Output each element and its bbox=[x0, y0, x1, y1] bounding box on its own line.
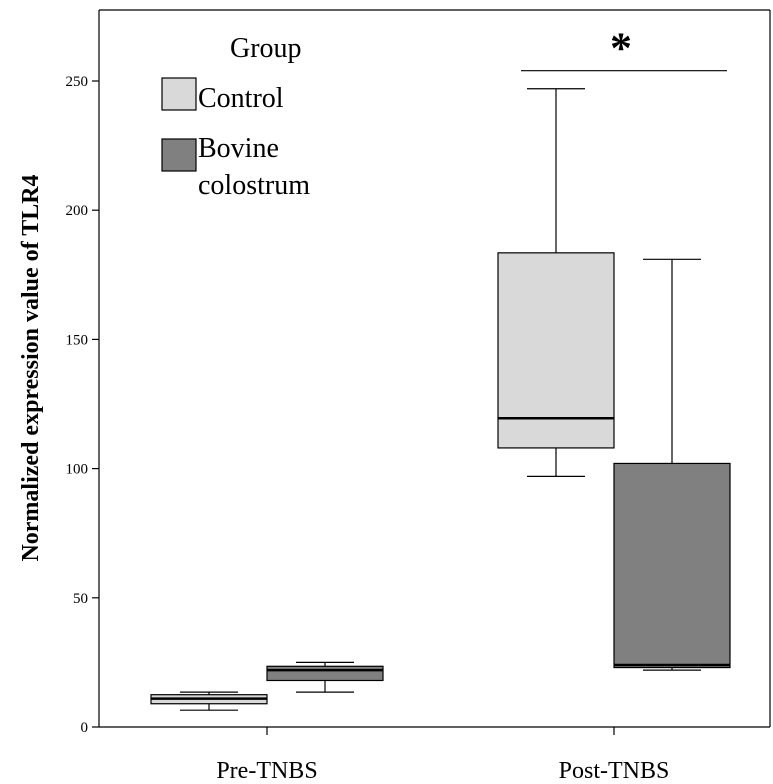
axes: 0 50 100 150 200 250 Pre-TNBS Post-TNBS bbox=[66, 9, 771, 784]
y-tick-label-50: 50 bbox=[73, 591, 88, 607]
x-category-label-0: Pre-TNBS bbox=[216, 758, 317, 784]
significance-annotation: * bbox=[521, 24, 727, 73]
box-rect bbox=[613, 462, 731, 669]
y-tick-label-250: 250 bbox=[66, 74, 89, 90]
box-0-1 bbox=[497, 88, 615, 477]
box-1-0 bbox=[266, 661, 384, 693]
y-tick-label-200: 200 bbox=[66, 203, 89, 219]
y-tick-label-100: 100 bbox=[66, 462, 89, 478]
significance-asterisk: * bbox=[610, 24, 632, 73]
y-axis-label: Normalized expression value of TLR4 bbox=[18, 174, 44, 561]
box-rect bbox=[266, 665, 384, 682]
legend-label-0: Control bbox=[198, 83, 284, 114]
y-axis-label-group: Normalized expression value of TLR4 bbox=[18, 174, 44, 561]
x-category-label-1: Post-TNBS bbox=[559, 758, 670, 784]
box-rect bbox=[497, 252, 615, 449]
legend: Group Control Bovine colostrum bbox=[161, 33, 310, 201]
boxes bbox=[150, 88, 731, 711]
y-tick-label-0: 0 bbox=[81, 720, 89, 736]
box-0-0 bbox=[150, 691, 268, 711]
legend-swatch-1 bbox=[161, 138, 197, 172]
legend-title: Group bbox=[230, 33, 302, 64]
legend-swatch-0 bbox=[161, 77, 197, 111]
y-tick-label-150: 150 bbox=[66, 332, 89, 348]
box-1-1 bbox=[613, 258, 731, 671]
legend-label-1: Bovine colostrum bbox=[198, 133, 310, 201]
